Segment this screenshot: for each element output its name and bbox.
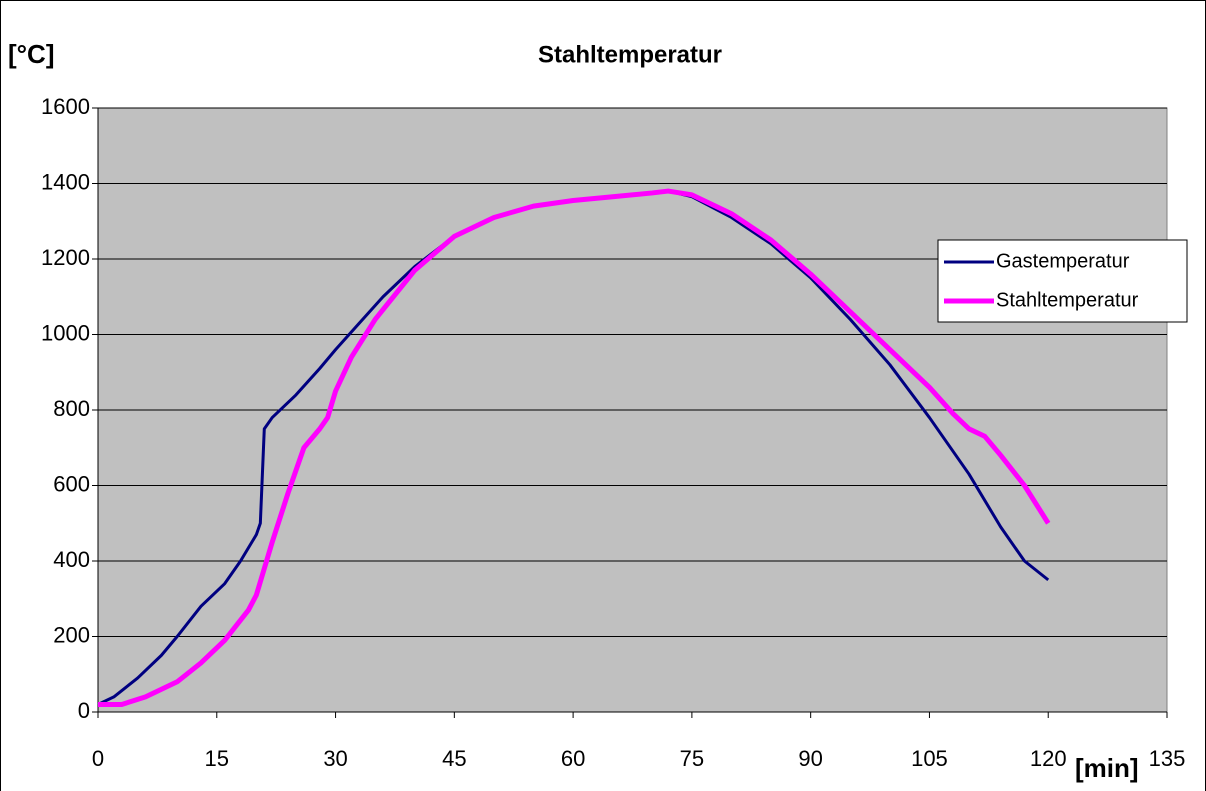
x-tick-label: 15 [205, 746, 229, 771]
y-tick-label: 1200 [41, 245, 90, 270]
x-tick-label: 30 [323, 746, 347, 771]
x-tick-label: 0 [92, 746, 104, 771]
x-tick-label: 90 [798, 746, 822, 771]
x-tick-label: 105 [911, 746, 948, 771]
y-tick-label: 800 [53, 396, 90, 421]
y-tick-label: 400 [53, 547, 90, 572]
y-tick-label: 1400 [41, 169, 90, 194]
x-tick-label: 60 [561, 746, 585, 771]
legend-box [937, 239, 1188, 323]
x-tick-label: 120 [1030, 746, 1067, 771]
y-tick-label: 600 [53, 471, 90, 496]
x-axis-label: [min] [1075, 753, 1139, 783]
x-tick-label: 45 [442, 746, 466, 771]
x-tick-label: 135 [1149, 746, 1186, 771]
chart-title: Stahltemperatur [538, 41, 722, 68]
x-tick-label: 75 [680, 746, 704, 771]
legend-label: Gastemperatur [996, 250, 1130, 272]
legend-label: Stahltemperatur [996, 289, 1139, 311]
y-tick-label: 200 [53, 622, 90, 647]
y-tick-label: 0 [78, 698, 90, 723]
series-line [98, 188, 1051, 707]
y-tick-label: 1600 [41, 94, 90, 119]
y-tick-label: 1000 [41, 320, 90, 345]
y-axis-label: [°C] [8, 39, 55, 69]
